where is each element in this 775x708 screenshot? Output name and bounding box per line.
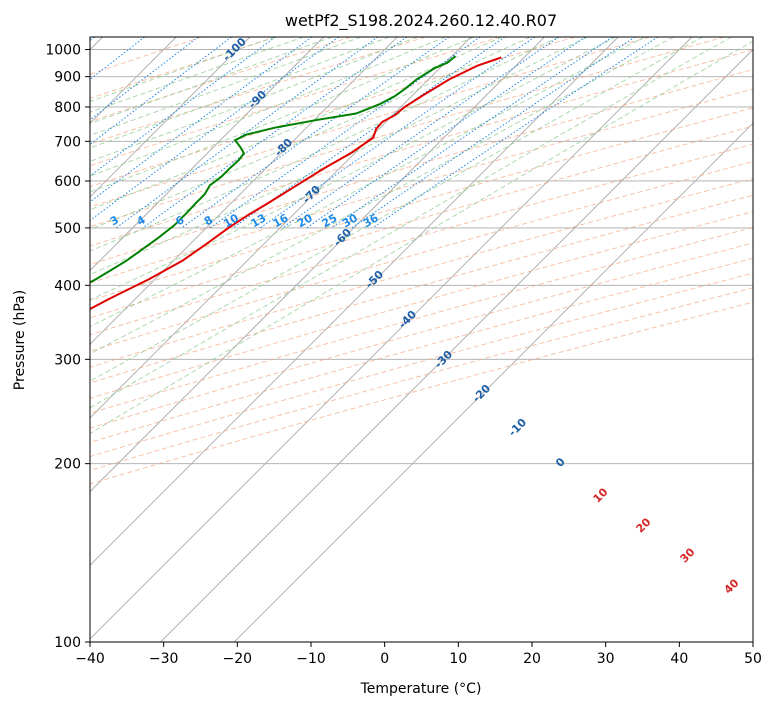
moist-adiabat-line: [90, 37, 588, 275]
isotherm-line: [90, 37, 693, 640]
y-tick-label: 100: [54, 635, 81, 651]
x-tick-label: 0: [380, 651, 389, 667]
mixing-ratio-line: [90, 37, 339, 222]
dry-adiabat-line: [90, 242, 753, 429]
x-tick-label: −40: [75, 651, 105, 667]
moist-adiabat-line: [90, 37, 390, 149]
mixing-ratio-line: [90, 37, 313, 203]
mixing-ratio-line: [90, 37, 95, 42]
mixing-ratio-line: [90, 37, 232, 145]
dry-adiabat-line: [90, 37, 725, 228]
isotherm-line: [233, 122, 753, 642]
mixing-ratio-line: [142, 37, 407, 229]
moist-adiabat-line: [90, 37, 362, 136]
mixing-ratio-line: [90, 37, 199, 121]
dewpoint-line: [90, 55, 457, 284]
isotherm-line: [90, 37, 398, 345]
profile-lines: [90, 55, 502, 311]
dry-adiabat-line: [90, 37, 576, 188]
dry-adiabat-line: [90, 211, 753, 399]
y-tick-label: 900: [54, 70, 81, 86]
mixing-ratio-line: [90, 37, 276, 177]
x-tick-label: 50: [744, 651, 762, 667]
y-tick-label: 700: [54, 134, 81, 150]
x-axis-label: Temperature (°C): [360, 681, 482, 697]
moist-adiabat-line: [90, 37, 531, 230]
mixing-ratio-line: [232, 37, 506, 229]
moist-adiabat-line: [90, 37, 304, 113]
dry-adiabat-line: [90, 272, 753, 458]
dry-adiabat-line: [90, 37, 501, 167]
moist-adiabat-line: [90, 37, 703, 382]
mixing-ratio-line: [331, 37, 613, 229]
y-axis-label: Pressure (hPa): [12, 290, 28, 390]
moist-adiabat-line: [90, 37, 276, 102]
x-axis: −40 −30 −20 −10 0 10 20 30 40 50: [75, 642, 762, 667]
x-tick-label: −10: [296, 651, 326, 667]
mixing-ratio-line: [209, 37, 481, 229]
isotherm-line: [90, 37, 472, 419]
isotherm-line: [90, 37, 251, 198]
y-axis: 1000 900 800 700 600 500 400 300 200 100: [45, 43, 90, 651]
dry-adiabat-line: [90, 125, 753, 319]
x-tick-label: −30: [149, 651, 179, 667]
dry-adiabat-line: [90, 257, 753, 443]
mixing-ratio-line: [282, 37, 560, 229]
moist-adiabat-line: [90, 40, 753, 435]
isotherm-line: [160, 48, 753, 642]
y-tick-label: 400: [54, 278, 81, 294]
y-tick-label: 800: [54, 100, 81, 116]
mixing-ratio-line: [372, 37, 658, 229]
x-tick-label: −20: [223, 651, 253, 667]
dry-adiabat-line: [90, 287, 753, 471]
guide-lines: [90, 37, 753, 642]
dry-adiabat-line: [90, 68, 753, 266]
plot-background: [90, 37, 753, 642]
x-tick-label: 10: [449, 651, 467, 667]
y-tick-label: 600: [54, 174, 81, 190]
y-tick-label: 500: [54, 221, 81, 237]
moist-adiabat-line: [90, 37, 617, 301]
isotherm-line: [90, 37, 324, 272]
mixing-ratio-line: [259, 37, 535, 229]
y-tick-label: 1000: [45, 43, 81, 59]
x-tick-label: 20: [523, 651, 541, 667]
dry-adiabat-line: [90, 301, 753, 485]
chart-title: wetPf2_S198.2024.260.12.40.R07: [285, 11, 557, 31]
temperature-line: [90, 56, 502, 311]
plot-frame: [89, 36, 754, 643]
moist-adiabat-line: [90, 37, 674, 355]
y-tick-label: 300: [54, 352, 81, 368]
x-tick-label: 30: [597, 651, 615, 667]
mixing-ratio-line: [351, 37, 636, 229]
moist-adiabat-line: [90, 37, 474, 193]
mixing-ratio-line: [115, 37, 379, 229]
moist-adiabat-line: [90, 37, 732, 409]
x-tick-label: 40: [670, 651, 688, 667]
dry-adiabat-line: [90, 226, 753, 414]
dry-adiabat-line: [90, 107, 753, 302]
y-tick-label: 200: [54, 457, 81, 473]
moist-adiabat-line: [90, 37, 503, 211]
dry-adiabat-line: [90, 161, 753, 352]
moist-adiabat-line: [90, 37, 418, 162]
isotherm-line: [90, 37, 619, 566]
